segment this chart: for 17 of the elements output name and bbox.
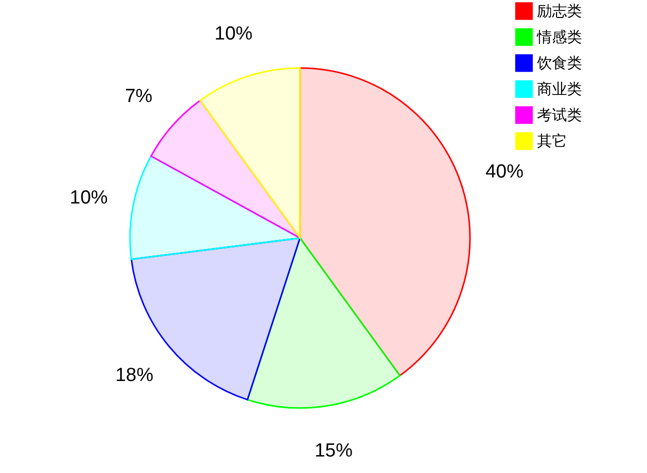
pie-slice — [299, 67, 470, 376]
data-label: 10% — [70, 188, 108, 209]
legend-label: 励志类 — [537, 2, 582, 20]
pie-slice — [129, 155, 301, 260]
legend-label: 情感类 — [536, 28, 582, 46]
data-label: 7% — [124, 86, 153, 107]
data-label: 40% — [485, 162, 524, 183]
legend-label: 商业类 — [537, 80, 582, 98]
data-label: 18% — [115, 365, 154, 386]
pie-slice — [150, 100, 301, 239]
legend-label: 其它 — [537, 132, 567, 150]
legend-label: 饮食类 — [536, 54, 582, 72]
legend-label: 考试类 — [537, 106, 582, 124]
pie-slice — [246, 237, 401, 409]
data-label: 10% — [214, 24, 253, 45]
data-label: 15% — [314, 440, 353, 462]
pie-slice — [199, 67, 301, 239]
